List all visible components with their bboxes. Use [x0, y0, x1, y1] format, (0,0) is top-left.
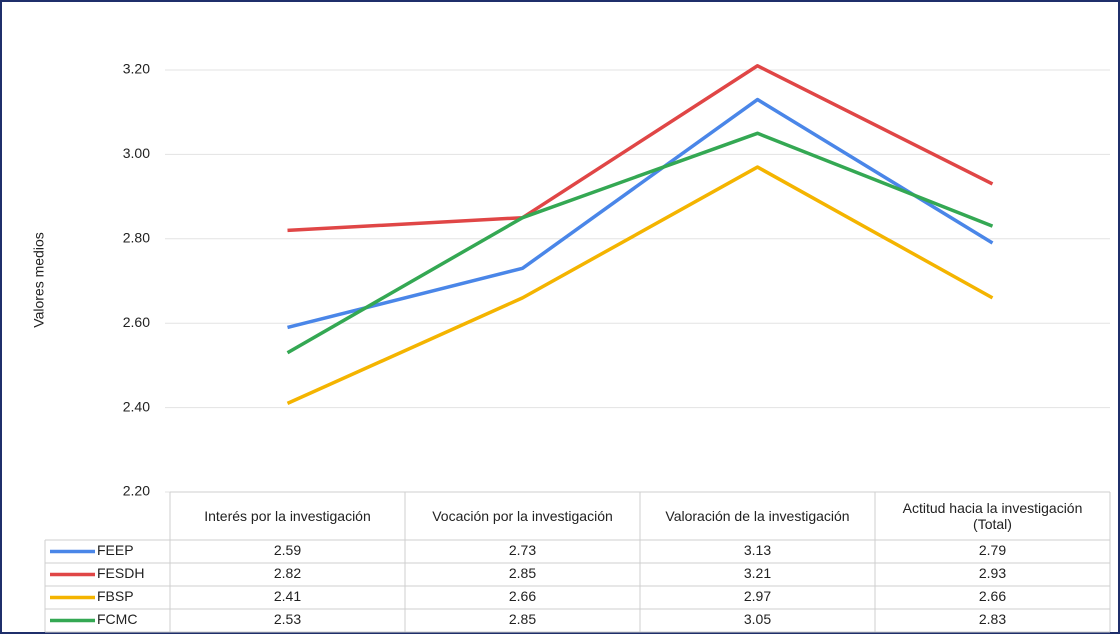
- series-line: [286, 131, 994, 355]
- y-tick-label: 2.40: [123, 398, 150, 414]
- category-header: Valoración de la investigación: [665, 508, 850, 524]
- y-tick-label: 3.20: [123, 61, 150, 77]
- table-value: 3.21: [744, 565, 771, 581]
- category-label: Vocación por la investigación: [432, 508, 613, 524]
- y-tick-label: 2.60: [123, 314, 150, 330]
- table-value: 2.41: [274, 588, 301, 604]
- table-value: 2.53: [274, 611, 301, 627]
- category-header: Interés por la investigación: [204, 508, 371, 524]
- category-label: Interés por la investigación: [204, 508, 371, 524]
- table-value: 3.05: [744, 611, 771, 627]
- table-value: 2.85: [509, 611, 536, 627]
- series-line: [287, 97, 994, 330]
- legend-label: FEEP: [97, 542, 134, 558]
- table-value: 2.82: [274, 565, 301, 581]
- series-line: [286, 165, 994, 405]
- category-header: Actitud hacia la investigación (Total): [902, 500, 1083, 532]
- category-header: Vocación por la investigación: [432, 508, 613, 524]
- y-tick-label: 3.00: [123, 145, 150, 161]
- table-value: 2.85: [509, 565, 536, 581]
- legend-label: FCMC: [97, 611, 137, 627]
- category-label: Actitud hacia la investigación (Total): [902, 500, 1083, 532]
- table-value: 2.83: [979, 611, 1006, 627]
- y-tick-label: 2.80: [123, 230, 150, 246]
- y-tick-label: 2.20: [123, 483, 150, 499]
- table-value: 3.13: [744, 542, 771, 558]
- legend-label: FESDH: [97, 565, 144, 581]
- table-value: 2.66: [979, 588, 1006, 604]
- table-value: 2.73: [509, 542, 536, 558]
- table-value: 2.93: [979, 565, 1006, 581]
- table-value: 2.97: [744, 588, 771, 604]
- legend-label: FBSP: [97, 588, 134, 604]
- category-label: Valoración de la investigación: [665, 508, 850, 524]
- table-value: 2.59: [274, 542, 301, 558]
- series-line: [287, 64, 994, 233]
- table-value: 2.79: [979, 542, 1006, 558]
- table-value: 2.66: [509, 588, 536, 604]
- y-axis-label: Valores medios: [31, 232, 47, 327]
